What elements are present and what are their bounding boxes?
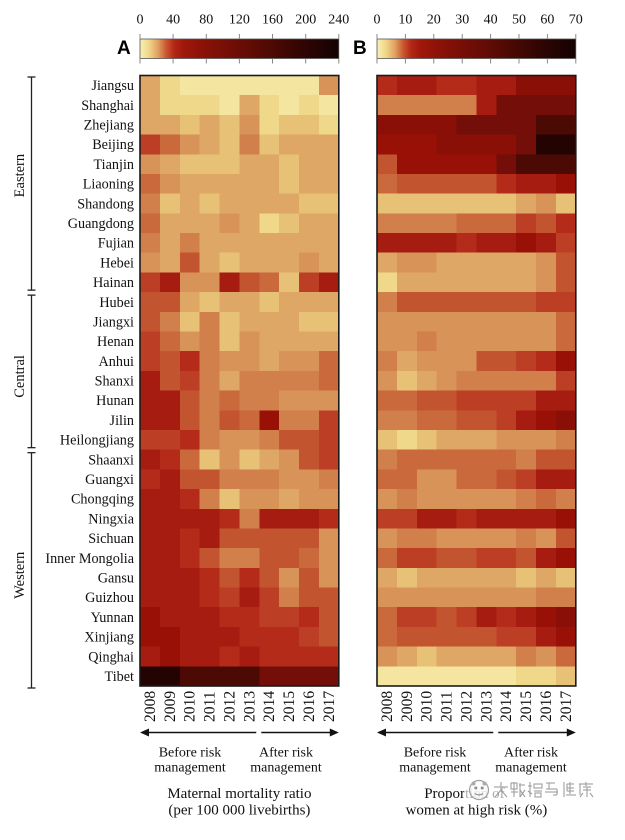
svg-text:Xinjiang: Xinjiang — [84, 630, 134, 646]
svg-text:Shanghai: Shanghai — [81, 98, 134, 114]
svg-text:2012: 2012 — [222, 691, 239, 722]
svg-text:0: 0 — [374, 13, 381, 28]
svg-text:2017: 2017 — [321, 691, 338, 722]
svg-text:management: management — [250, 761, 322, 776]
svg-text:Henan: Henan — [97, 334, 134, 350]
svg-text:2011: 2011 — [439, 691, 456, 722]
svg-text:2015: 2015 — [281, 691, 298, 722]
svg-text:Shaanxi: Shaanxi — [88, 452, 134, 468]
svg-text:40: 40 — [166, 13, 180, 28]
svg-text:Hunan: Hunan — [96, 393, 134, 409]
svg-text:Western: Western — [12, 551, 28, 599]
svg-text:Gansu: Gansu — [98, 571, 134, 587]
svg-text:2009: 2009 — [399, 691, 416, 722]
svg-text:80: 80 — [199, 13, 213, 28]
svg-text:2014: 2014 — [498, 691, 515, 722]
svg-text:160: 160 — [262, 13, 283, 28]
svg-text:Yunnan: Yunnan — [91, 610, 134, 626]
svg-text:Zhejiang: Zhejiang — [84, 118, 134, 134]
svg-text:management: management — [399, 761, 471, 776]
svg-text:20: 20 — [427, 13, 441, 28]
svg-text:Before risk: Before risk — [159, 746, 222, 761]
svg-text:Guangxi: Guangxi — [85, 472, 134, 488]
svg-text:Beijing: Beijing — [92, 137, 134, 153]
svg-text:2017: 2017 — [558, 691, 575, 722]
svg-text:Jiangsu: Jiangsu — [91, 78, 134, 94]
svg-text:2013: 2013 — [478, 691, 495, 722]
svg-text:Chongqing: Chongqing — [71, 492, 134, 508]
svg-text:management: management — [495, 761, 567, 776]
svg-text:50: 50 — [512, 13, 526, 28]
svg-text:women at high risk (%): women at high risk (%) — [406, 803, 548, 819]
svg-text:2010: 2010 — [419, 691, 436, 722]
svg-text:After risk: After risk — [504, 746, 558, 761]
svg-text:Sichuan: Sichuan — [88, 531, 134, 547]
svg-text:Ningxia: Ningxia — [88, 511, 134, 527]
svg-text:200: 200 — [295, 13, 316, 28]
svg-text:Liaoning: Liaoning — [83, 177, 134, 193]
svg-text:B: B — [353, 38, 367, 59]
svg-text:Fujian: Fujian — [98, 236, 134, 252]
svg-text:Shanxi: Shanxi — [95, 374, 134, 390]
svg-text:70: 70 — [569, 13, 583, 28]
svg-text:Shandong: Shandong — [77, 196, 134, 212]
svg-text:60: 60 — [540, 13, 554, 28]
svg-text:Jiangxi: Jiangxi — [93, 315, 134, 331]
svg-text:Guangdong: Guangdong — [68, 216, 134, 232]
svg-text:Hebei: Hebei — [100, 255, 134, 271]
svg-text:Before risk: Before risk — [404, 746, 467, 761]
svg-text:40: 40 — [484, 13, 498, 28]
svg-text:After risk: After risk — [259, 746, 313, 761]
svg-text:2010: 2010 — [182, 691, 199, 722]
svg-text:Inner Mongolia: Inner Mongolia — [45, 551, 134, 567]
svg-text:Guizhou: Guizhou — [85, 590, 134, 606]
svg-text:(per 100 000 livebirths): (per 100 000 livebirths) — [168, 803, 310, 819]
svg-text:2008: 2008 — [379, 691, 396, 722]
svg-text:Central: Central — [12, 355, 28, 398]
svg-text:Jilin: Jilin — [110, 413, 134, 429]
svg-text:A: A — [117, 38, 131, 59]
svg-text:Tianjin: Tianjin — [94, 157, 134, 173]
svg-text:2009: 2009 — [162, 691, 179, 722]
svg-text:Eastern: Eastern — [12, 153, 28, 197]
svg-text:10: 10 — [398, 13, 412, 28]
svg-text:2013: 2013 — [241, 691, 258, 722]
svg-text:2008: 2008 — [142, 691, 159, 722]
svg-text:120: 120 — [229, 13, 250, 28]
svg-text:Tibet: Tibet — [105, 669, 134, 685]
svg-text:Hainan: Hainan — [93, 275, 134, 291]
svg-text:2016: 2016 — [538, 691, 555, 722]
svg-text:2015: 2015 — [518, 691, 535, 722]
svg-text:Heilongjiang: Heilongjiang — [60, 433, 134, 449]
svg-text:Maternal mortality ratio: Maternal mortality ratio — [167, 786, 311, 802]
svg-text:Anhui: Anhui — [99, 354, 135, 370]
svg-text:Hubei: Hubei — [99, 295, 134, 311]
svg-text:240: 240 — [328, 13, 349, 28]
svg-text:30: 30 — [455, 13, 469, 28]
svg-text:2011: 2011 — [202, 691, 219, 722]
svg-text:Qinghai: Qinghai — [88, 649, 134, 665]
svg-text:2014: 2014 — [261, 691, 278, 722]
svg-text:0: 0 — [137, 13, 144, 28]
svg-text:2012: 2012 — [459, 691, 476, 722]
svg-text:2016: 2016 — [301, 691, 318, 722]
svg-text:management: management — [154, 761, 226, 776]
